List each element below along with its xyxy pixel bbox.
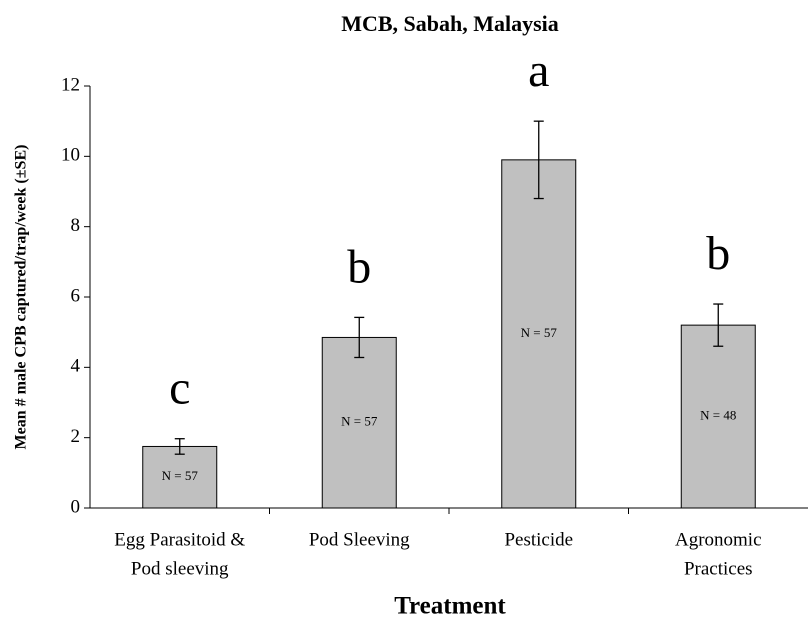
y-tick-label: 4	[71, 356, 81, 377]
y-tick-label: 8	[71, 215, 81, 236]
y-tick-label: 6	[71, 285, 81, 306]
x-tick-label: Practices	[684, 558, 753, 579]
group-letter: a	[528, 44, 549, 97]
y-tick-label: 12	[61, 74, 80, 95]
y-axis-label: Mean # male CPB captured/trap/week (±SE)	[13, 145, 30, 450]
x-axis-label: Treatment	[394, 593, 506, 620]
error-bar	[713, 303, 724, 347]
error-bar	[533, 120, 544, 200]
n-label: N = 48	[700, 408, 736, 423]
y-tick-label: 2	[71, 426, 81, 447]
y-tick-label: 0	[71, 496, 81, 517]
n-label: N = 57	[341, 414, 378, 429]
chart-title: MCB, Sabah, Malaysia	[341, 11, 559, 36]
x-tick-label: Agronomic	[675, 529, 762, 550]
error-bar	[174, 438, 185, 455]
x-tick-label: Pesticide	[504, 529, 573, 550]
bar	[142, 445, 218, 509]
x-tick-label: Pod Sleeving	[309, 529, 410, 550]
group-letter: b	[347, 240, 371, 293]
n-label: N = 57	[521, 325, 558, 340]
n-label: N = 57	[162, 468, 199, 483]
group-letter: c	[169, 362, 190, 415]
x-tick-label: Pod sleeving	[131, 558, 229, 579]
y-tick-label: 10	[61, 145, 80, 166]
bar	[321, 336, 397, 509]
error-bar	[354, 316, 365, 359]
group-letter: b	[706, 227, 730, 280]
x-tick-label: Egg Parasitoid &	[114, 529, 245, 550]
